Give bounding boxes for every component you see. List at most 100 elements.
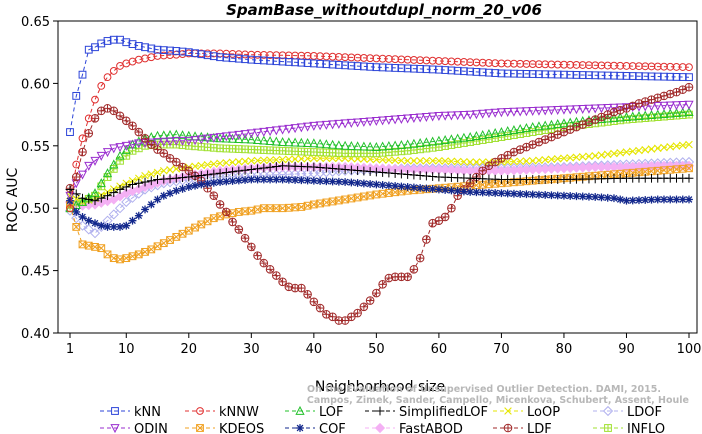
point-simplifiedlof: [221, 168, 231, 177]
point-lof: [352, 141, 363, 151]
point-kdeos: [241, 207, 249, 216]
point-ldf: [78, 147, 87, 157]
point-odin: [553, 105, 563, 115]
point-lof: [621, 112, 632, 121]
point-odin: [428, 112, 438, 122]
point-lof: [671, 108, 682, 118]
point-knn: [541, 70, 550, 79]
point-ldf: [447, 203, 456, 213]
point-knnw: [610, 61, 618, 70]
point-cof: [560, 191, 568, 200]
point-lof: [96, 178, 106, 188]
point-knnw: [153, 52, 162, 60]
point-knn: [84, 45, 93, 54]
point-loop: [616, 148, 625, 157]
point-odin: [396, 114, 407, 124]
point-knnw: [103, 73, 112, 82]
point-knnw: [653, 62, 662, 71]
point-odin: [653, 101, 663, 111]
point-ldf: [434, 216, 444, 225]
point-kdeos: [347, 194, 356, 203]
point-knn: [266, 56, 274, 65]
point-ldf: [653, 93, 663, 103]
point-odin: [378, 116, 388, 126]
point-knn: [353, 62, 362, 70]
point-ldf: [278, 277, 287, 287]
point-cof: [685, 195, 693, 204]
point-knnw: [553, 60, 562, 69]
point-ldf: [303, 290, 312, 299]
point-knn: [191, 49, 199, 58]
point-cof: [453, 187, 462, 195]
point-lof: [177, 130, 188, 140]
point-loop: [435, 156, 443, 165]
point-lof: [596, 113, 607, 123]
point-odin: [234, 130, 244, 140]
point-ldf: [584, 117, 594, 127]
point-lof: [309, 138, 319, 148]
point-knn: [303, 59, 312, 67]
point-odin: [578, 104, 588, 114]
point-lof: [371, 141, 381, 151]
legend: kNN kNNW LOF SimplifiedLOF LoOP LDOF ODIN KDEOS…: [100, 405, 665, 434]
legend-entry-knnw: kNNW: [185, 405, 259, 420]
point-knn: [378, 63, 387, 72]
legend-label-kdeos: KDEOS: [219, 422, 264, 434]
point-odin: [240, 130, 250, 140]
point-knn: [597, 71, 606, 80]
point-cof: [197, 180, 206, 189]
point-odin: [209, 133, 219, 143]
point-ldf: [422, 235, 431, 244]
point-lof: [378, 141, 388, 151]
point-lof: [615, 112, 625, 122]
point-knnw: [72, 160, 81, 169]
x-tick-label: 20: [181, 342, 198, 357]
point-knnw: [478, 58, 487, 67]
point-odin: [334, 119, 344, 129]
point-knnw: [378, 54, 387, 63]
point-loop: [466, 158, 474, 166]
point-knnw: [616, 61, 625, 70]
point-knnw: [309, 52, 318, 60]
point-knn: [72, 91, 81, 100]
point-knn: [653, 72, 662, 81]
point-loop: [641, 146, 650, 154]
point-odin: [559, 105, 569, 115]
point-knnw: [241, 50, 249, 59]
point-kdeos: [291, 203, 299, 212]
point-knnw: [434, 57, 443, 65]
point-odin: [490, 108, 500, 118]
point-inflo: [116, 156, 124, 165]
point-simplifiedlof: [128, 180, 137, 189]
point-knn: [441, 66, 450, 74]
point-odin: [202, 134, 213, 144]
legend-label-lof: LOF: [319, 405, 344, 420]
point-ldf: [315, 303, 325, 313]
point-loop: [210, 160, 218, 168]
x-tick-label: 50: [368, 342, 385, 357]
point-knnw: [366, 54, 375, 63]
point-odin: [503, 107, 513, 117]
point-knn: [347, 61, 356, 70]
point-knn: [535, 70, 543, 79]
point-cof: [172, 186, 181, 195]
point-knnw: [628, 62, 637, 70]
point-knnw: [447, 57, 456, 66]
point-ldf: [547, 132, 556, 142]
legend-marker-fastabod: [374, 422, 386, 434]
point-odin: [271, 126, 281, 136]
x-tick-label: 60: [431, 342, 448, 357]
point-knnw: [678, 63, 687, 71]
point-knnw: [485, 59, 493, 67]
point-lof: [634, 111, 644, 120]
point-lof: [403, 139, 413, 149]
point-knnw: [647, 62, 656, 71]
point-knn: [359, 62, 368, 71]
x-tick-label: 100: [677, 342, 702, 357]
point-cof: [678, 195, 687, 204]
point-odin: [96, 151, 106, 161]
point-loop: [266, 156, 274, 164]
point-loop: [647, 145, 656, 153]
point-loop: [159, 166, 168, 175]
